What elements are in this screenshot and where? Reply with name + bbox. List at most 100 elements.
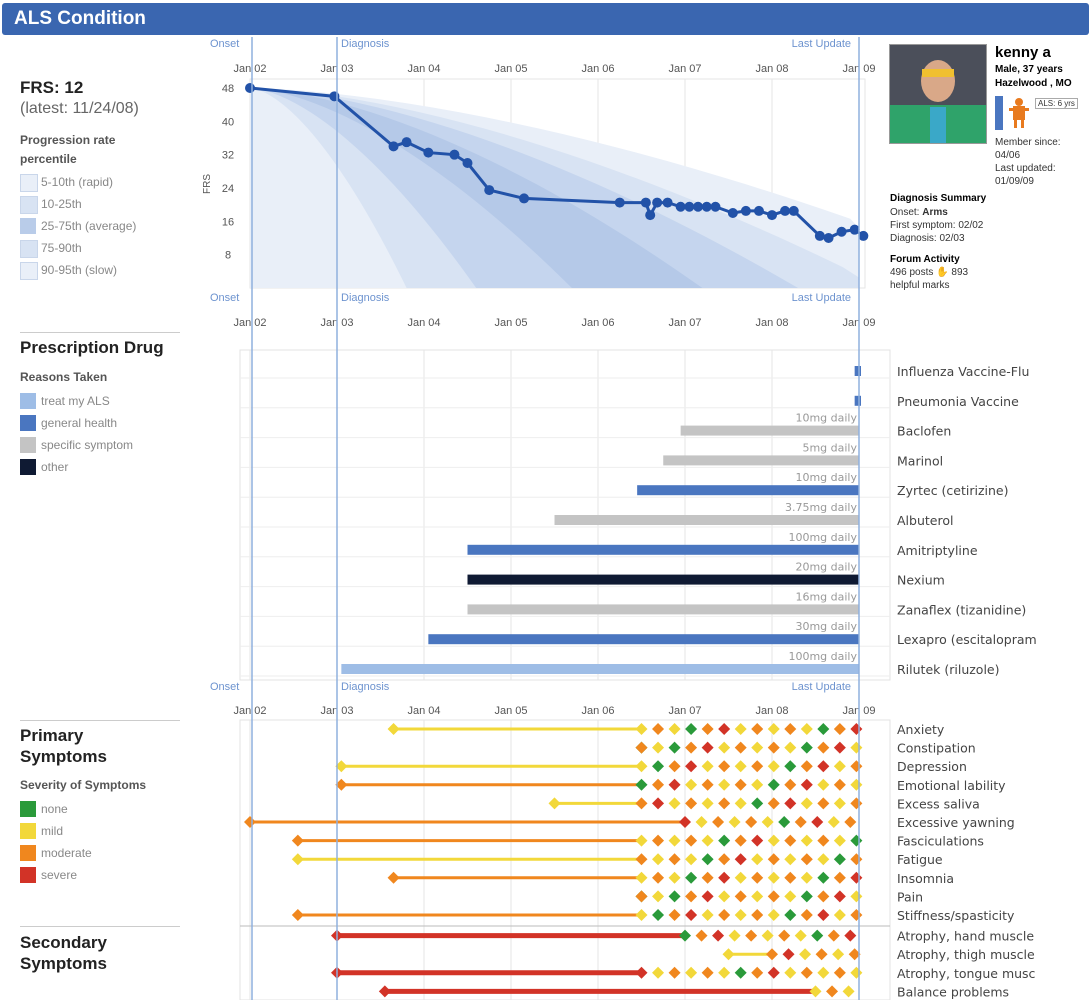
frs-data-point [727, 208, 738, 218]
frs-y-tick: 16 [222, 216, 234, 228]
symptom-marker [701, 778, 714, 791]
symptom-name-label: Depression [897, 759, 967, 774]
symptom-marker [635, 741, 648, 754]
symptom-marker [850, 797, 863, 810]
drug-bar [680, 425, 859, 436]
progression-legend-label: 5-10th (rapid) [41, 175, 114, 189]
drug-bar [341, 664, 860, 674]
severity-legend-label: severe [41, 868, 78, 882]
symptom-marker [850, 834, 863, 847]
drug-dose-label: 30mg daily [795, 620, 857, 633]
symptom-marker [767, 778, 780, 791]
symptom-row [244, 816, 857, 828]
symptom-marker [800, 797, 813, 810]
symptom-name-label: Excess saliva [897, 796, 980, 811]
time-tick-label: Jan 06 [581, 317, 614, 329]
symptom-marker [652, 741, 665, 754]
symptom-marker [751, 741, 764, 754]
onset-marker-label: Onset [210, 292, 239, 304]
drug-plot-frame [239, 349, 891, 681]
symptom-marker [751, 797, 764, 810]
frs-data-point [836, 226, 847, 237]
symptom-marker [767, 741, 780, 754]
symptom-marker [784, 778, 797, 791]
progression-legend-swatch [20, 262, 38, 280]
symptom-marker [244, 816, 256, 828]
frs-data-point [858, 230, 869, 241]
reason-legend-swatch [20, 393, 36, 409]
symptom-marker [635, 853, 648, 866]
symptom-marker [784, 909, 797, 921]
symptom-name-label: Atrophy, hand muscle [897, 929, 1034, 944]
forum-posts[interactable]: 496 posts [890, 267, 934, 278]
symptom-marker [685, 966, 698, 979]
symptom-marker [767, 834, 780, 847]
reason-legend-label: other [41, 460, 69, 474]
symptom-marker [685, 723, 698, 735]
symptom-marker [833, 760, 846, 773]
symptom-marker [701, 909, 714, 921]
symptom-marker [844, 929, 857, 942]
drug-name-label: Zyrtec (cetirizine) [897, 483, 1009, 498]
symptom-marker [635, 797, 648, 810]
onset-marker-label: Onset [210, 38, 239, 50]
symptom-marker [767, 723, 780, 735]
symptom-marker [652, 723, 665, 735]
progress-icon [995, 96, 1003, 130]
divider [20, 720, 180, 721]
symptom-marker [695, 929, 708, 942]
symptom-row [387, 723, 863, 735]
symptom-marker [679, 929, 691, 942]
symptom-marker [800, 741, 813, 754]
symptom-marker [718, 778, 731, 791]
als-duration-badge: ALS: 6 yrs [1035, 98, 1078, 109]
symptom-marker [850, 778, 863, 791]
progression-legend-title: Progression rate percentile [20, 133, 116, 166]
symptom-marker [767, 760, 780, 773]
symptom-marker [848, 948, 861, 961]
symptom-marker [817, 909, 830, 921]
symptom-marker [668, 778, 681, 791]
frs-y-tick: 32 [222, 150, 234, 162]
symptom-marker [811, 816, 824, 828]
symptom-marker [635, 723, 648, 735]
profile-name[interactable]: kenny a [995, 44, 1051, 61]
symptom-marker [291, 853, 304, 866]
symptom-marker [833, 853, 846, 866]
symptom-marker [761, 816, 774, 828]
symptom-marker [734, 890, 747, 903]
symptom-marker [827, 929, 840, 942]
drug-dose-label: 20mg daily [795, 561, 857, 574]
symptom-marker [734, 853, 747, 866]
symptom-marker [685, 909, 698, 921]
symptom-marker [335, 778, 348, 791]
symptom-marker [799, 948, 812, 961]
symptom-marker [767, 871, 780, 884]
symptom-marker [685, 871, 698, 884]
symptom-marker [652, 760, 665, 773]
reason-legend-swatch [20, 459, 36, 475]
time-tick-label: Jan 07 [668, 317, 701, 329]
symptom-marker [817, 723, 830, 735]
symptom-marker [800, 966, 813, 979]
symptom-marker [833, 741, 846, 754]
symptom-marker [850, 760, 863, 773]
symptom-marker [685, 853, 698, 866]
primary-symptoms-title-1: Primary [20, 726, 84, 745]
symptom-marker [701, 797, 714, 810]
progression-legend-label: 75-90th [41, 241, 82, 255]
frs-data-point [823, 233, 834, 243]
header-bar: ALS Condition [2, 3, 1089, 35]
symptom-marker [701, 966, 714, 979]
drug-name-label: Amitriptyline [897, 543, 978, 558]
symptom-marker [800, 778, 813, 791]
avatar[interactable] [889, 44, 987, 144]
secondary-symptoms-title-2: Symptoms [20, 954, 107, 973]
time-tick-label: Jan 08 [755, 63, 788, 75]
symptom-marker [767, 909, 780, 921]
symptom-marker [668, 890, 681, 903]
time-tick-label: Jan 06 [581, 705, 614, 717]
symptom-plot-frame [239, 719, 891, 1000]
symptom-marker [291, 909, 304, 921]
reason-legend-label: specific symptom [41, 438, 134, 452]
